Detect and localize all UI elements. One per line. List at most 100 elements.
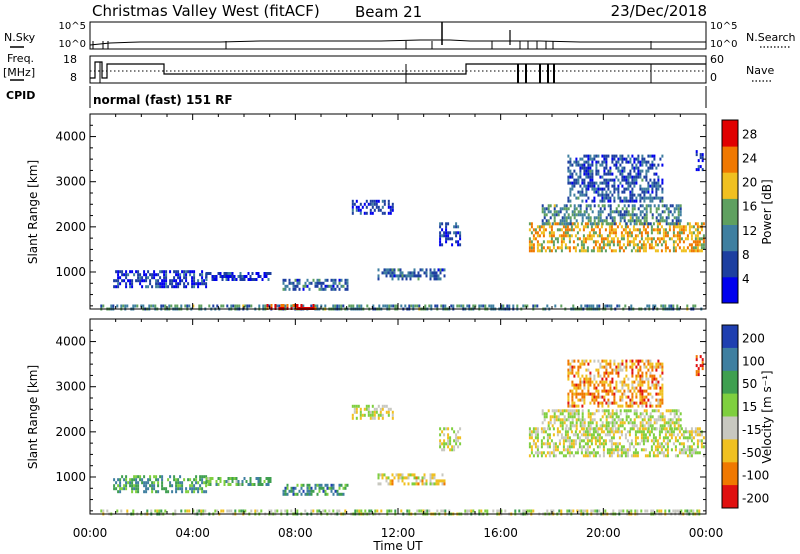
data-cell bbox=[369, 416, 372, 420]
data-cell bbox=[385, 479, 388, 483]
data-cell bbox=[651, 374, 654, 378]
data-cell bbox=[415, 476, 418, 480]
data-cell bbox=[550, 249, 553, 253]
data-cell bbox=[588, 430, 591, 434]
data-cell bbox=[575, 427, 578, 431]
data-cell bbox=[629, 190, 632, 194]
data-cell bbox=[678, 442, 681, 446]
data-cell bbox=[556, 240, 559, 244]
data-cell bbox=[613, 187, 616, 191]
data-cell bbox=[585, 184, 588, 188]
data-cell bbox=[165, 279, 168, 283]
data-cell bbox=[690, 246, 693, 250]
data-cell bbox=[443, 268, 446, 272]
data-cell bbox=[585, 204, 588, 208]
data-cell bbox=[639, 377, 642, 381]
data-cell bbox=[619, 365, 622, 369]
data-cell bbox=[597, 383, 600, 387]
data-cell bbox=[613, 362, 616, 366]
data-cell bbox=[594, 436, 597, 440]
data-cell bbox=[666, 439, 669, 443]
data-cell bbox=[599, 401, 602, 405]
data-cell bbox=[605, 368, 608, 372]
data-cell bbox=[602, 439, 605, 443]
data-cell bbox=[660, 442, 663, 446]
data-cell bbox=[619, 424, 622, 428]
data-cell bbox=[608, 451, 611, 455]
data-cell bbox=[611, 184, 614, 188]
data-cell bbox=[602, 448, 605, 452]
data-cell bbox=[579, 169, 582, 173]
data-cell bbox=[608, 231, 611, 235]
data-cell bbox=[569, 175, 572, 179]
data-cell bbox=[193, 276, 196, 280]
data-cell bbox=[569, 415, 572, 419]
data-cell bbox=[528, 237, 531, 241]
data-cell bbox=[286, 304, 289, 307]
data-cell bbox=[540, 454, 543, 458]
data-cell bbox=[585, 427, 588, 431]
data-cell bbox=[389, 479, 392, 483]
data-cell bbox=[619, 199, 622, 203]
data-cell bbox=[595, 368, 598, 372]
data-cell bbox=[653, 365, 656, 369]
data-cell bbox=[694, 243, 697, 247]
data-cell bbox=[387, 211, 390, 215]
data-cell bbox=[151, 273, 154, 277]
data-cell bbox=[575, 386, 578, 390]
data-cell bbox=[564, 225, 567, 229]
data-cell bbox=[391, 208, 394, 212]
data-cell bbox=[607, 169, 610, 173]
data-cell bbox=[587, 196, 590, 200]
data-cell bbox=[304, 509, 307, 513]
data-cell bbox=[644, 448, 647, 452]
data-cell bbox=[621, 172, 624, 176]
data-cell bbox=[581, 362, 584, 366]
data-cell bbox=[604, 509, 607, 513]
data-cell bbox=[229, 483, 232, 486]
data-cell bbox=[581, 199, 584, 203]
data-cell bbox=[256, 509, 259, 513]
data-cell bbox=[117, 279, 120, 283]
data-cell bbox=[472, 304, 475, 308]
data-cell bbox=[635, 222, 638, 226]
data-cell bbox=[622, 445, 625, 449]
data-cell bbox=[371, 199, 374, 203]
data-cell bbox=[445, 225, 448, 229]
data-cell bbox=[603, 196, 606, 200]
data-cell bbox=[562, 454, 565, 458]
data-cell bbox=[593, 199, 596, 203]
data-cell bbox=[417, 476, 420, 480]
data-cell bbox=[472, 509, 475, 513]
data-cell bbox=[563, 222, 566, 226]
data-cell bbox=[219, 480, 222, 483]
data-cell bbox=[559, 210, 562, 214]
data-cell bbox=[316, 492, 319, 496]
data-cell bbox=[650, 231, 653, 235]
data-cell bbox=[563, 409, 566, 413]
data-cell bbox=[211, 275, 214, 278]
data-cell bbox=[562, 237, 565, 241]
data-cell bbox=[338, 492, 341, 496]
data-cell bbox=[631, 219, 634, 223]
data-cell bbox=[530, 231, 533, 235]
data-cell bbox=[306, 284, 309, 288]
data-cell bbox=[409, 277, 412, 281]
data-cell bbox=[635, 359, 638, 363]
data-cell bbox=[197, 282, 200, 286]
data-cell bbox=[544, 430, 547, 434]
data-cell bbox=[403, 476, 406, 480]
data-cell bbox=[611, 421, 614, 425]
data-cell bbox=[653, 418, 656, 422]
data-cell bbox=[462, 304, 465, 308]
data-cell bbox=[615, 187, 618, 191]
data-cell bbox=[212, 304, 215, 308]
data-cell bbox=[629, 421, 632, 425]
data-cell bbox=[137, 484, 140, 488]
data-cell bbox=[627, 199, 630, 203]
data-cell bbox=[574, 234, 577, 238]
data-cell bbox=[205, 278, 208, 281]
data-cell bbox=[584, 225, 587, 229]
data-cell bbox=[611, 368, 614, 372]
data-cell bbox=[284, 489, 287, 493]
